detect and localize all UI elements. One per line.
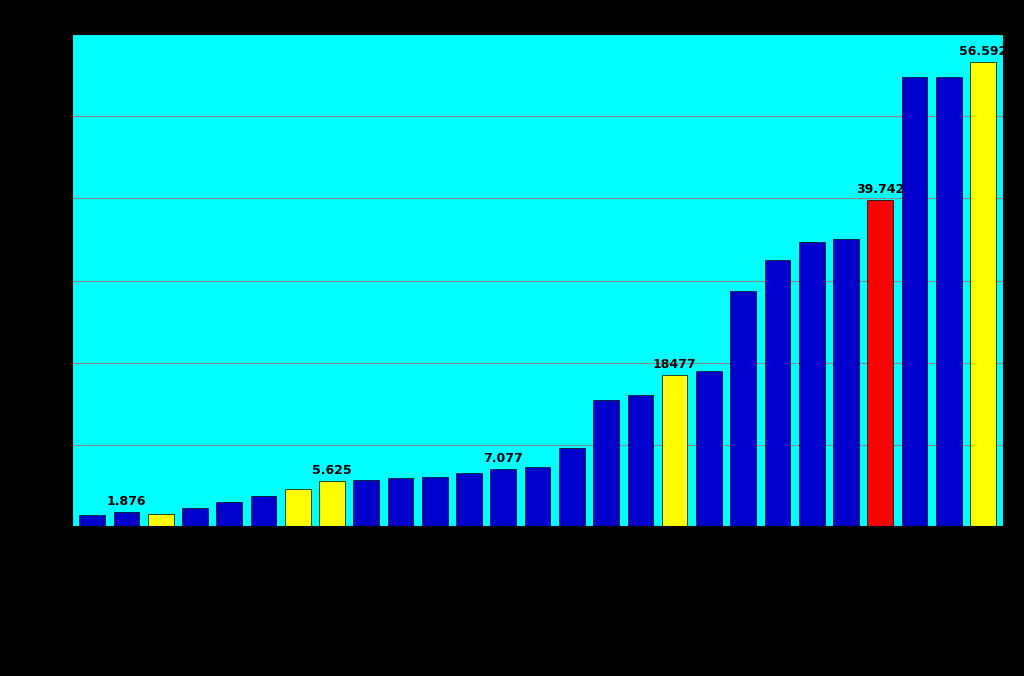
Bar xyxy=(662,375,687,527)
Bar xyxy=(319,481,345,527)
Bar xyxy=(799,242,824,527)
Bar xyxy=(593,400,618,527)
Bar xyxy=(936,77,962,527)
Bar xyxy=(765,260,791,527)
Bar xyxy=(353,481,379,527)
Bar xyxy=(457,473,482,527)
Bar xyxy=(251,496,276,527)
Bar xyxy=(628,395,653,527)
Bar xyxy=(80,515,105,527)
Bar xyxy=(114,512,139,527)
Text: 5.625: 5.625 xyxy=(312,464,352,477)
Text: 1.876: 1.876 xyxy=(106,495,146,508)
Text: 56.592: 56.592 xyxy=(958,45,1007,57)
Bar xyxy=(730,291,756,527)
Bar xyxy=(422,477,447,527)
Bar xyxy=(970,62,995,527)
Bar xyxy=(216,502,242,527)
Bar xyxy=(147,514,174,527)
Bar xyxy=(524,467,551,527)
Text: 18477: 18477 xyxy=(653,358,696,371)
Bar xyxy=(901,77,928,527)
Bar xyxy=(834,239,859,527)
Bar xyxy=(696,371,722,527)
Text: 7.077: 7.077 xyxy=(483,452,523,465)
Bar xyxy=(559,448,585,527)
Bar xyxy=(388,479,414,527)
Bar xyxy=(490,469,516,527)
Bar xyxy=(867,200,893,527)
Bar xyxy=(182,508,208,527)
Text: 39.742: 39.742 xyxy=(856,183,904,196)
Bar xyxy=(285,489,310,527)
